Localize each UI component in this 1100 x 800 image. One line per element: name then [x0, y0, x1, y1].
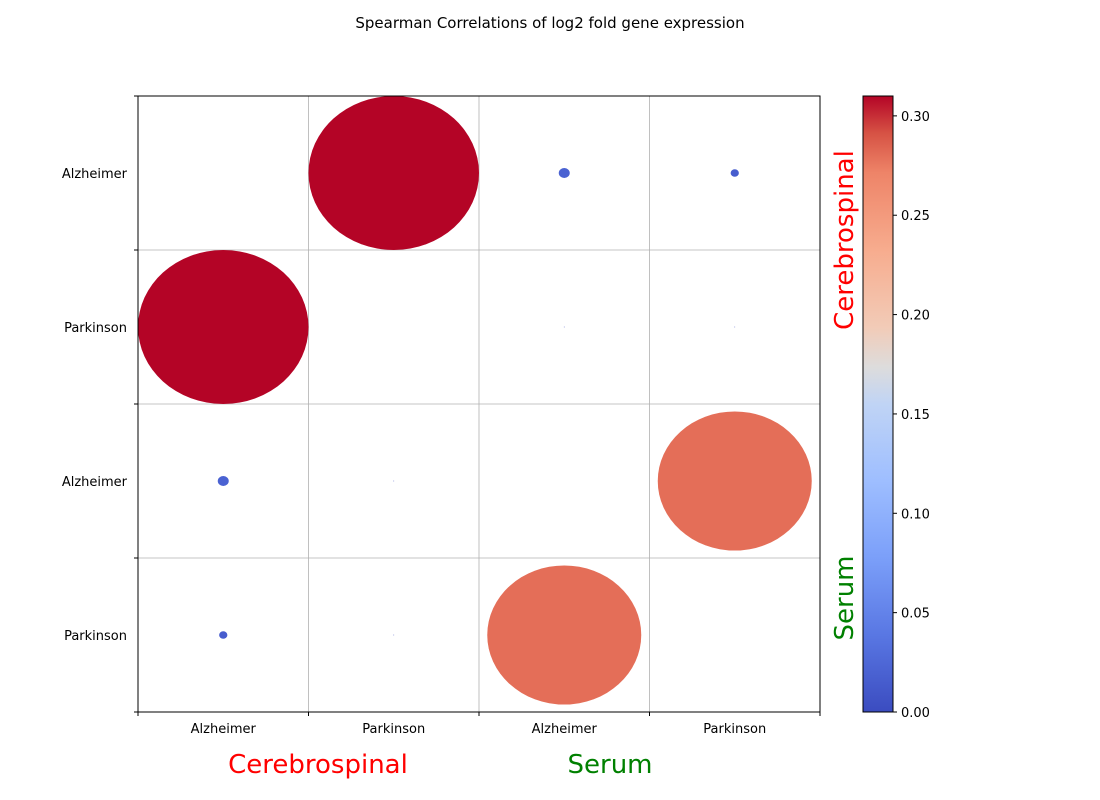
correlation-bubble	[219, 631, 228, 639]
colorbar-tick-label: 0.25	[901, 209, 930, 224]
colorbar-tick-label: 0.20	[901, 309, 930, 324]
x-tick-label: Alzheimer	[532, 722, 598, 737]
grid-lines	[138, 96, 820, 712]
correlation-bubble	[558, 168, 570, 178]
x-group-label-serum: Serum	[568, 750, 653, 780]
correlation-bubble	[393, 634, 395, 636]
colorbar-tick-label: 0.10	[901, 507, 930, 522]
correlation-bubble	[487, 565, 642, 705]
x-tick-label: Alzheimer	[191, 722, 257, 737]
x-tick-label: Parkinson	[703, 722, 766, 737]
colorbar	[862, 95, 894, 713]
colorbar-tick-label: 0.00	[901, 706, 930, 721]
correlation-bubble	[308, 96, 479, 250]
bubble-layer	[138, 96, 812, 705]
colorbar-tick-label: 0.15	[901, 408, 930, 423]
correlation-bubble	[730, 169, 739, 177]
colorbar-tick-label: 0.05	[901, 607, 930, 622]
y-group-label-serum: Serum	[830, 556, 860, 641]
y-tick-label: Parkinson	[64, 321, 127, 336]
correlation-bubble	[217, 476, 229, 486]
y-tick-label: Alzheimer	[62, 167, 128, 182]
chart-title: Spearman Correlations of log2 fold gene …	[355, 14, 744, 32]
y-tick-label: Alzheimer	[62, 475, 128, 490]
correlation-bubble	[138, 250, 309, 404]
y-tick-label: Parkinson	[64, 629, 127, 644]
y-group-label-cerebrospinal: Cerebrospinal	[830, 150, 860, 330]
correlation-bubble	[734, 326, 736, 328]
colorbar-tick-label: 0.30	[901, 110, 930, 125]
axis-ticks: Alzheimer Parkinson Alzheimer Parkinson Alzh…	[62, 95, 821, 737]
x-group-label-cerebrospinal: Cerebrospinal	[228, 750, 408, 780]
correlation-bubble	[563, 326, 565, 328]
correlation-bubble	[393, 480, 395, 482]
colorbar-ticks: 0.00 0.05 0.10 0.15 0.20 0.25 0.30	[893, 110, 930, 721]
x-tick-label: Parkinson	[362, 722, 425, 737]
correlation-bubble	[657, 411, 812, 551]
